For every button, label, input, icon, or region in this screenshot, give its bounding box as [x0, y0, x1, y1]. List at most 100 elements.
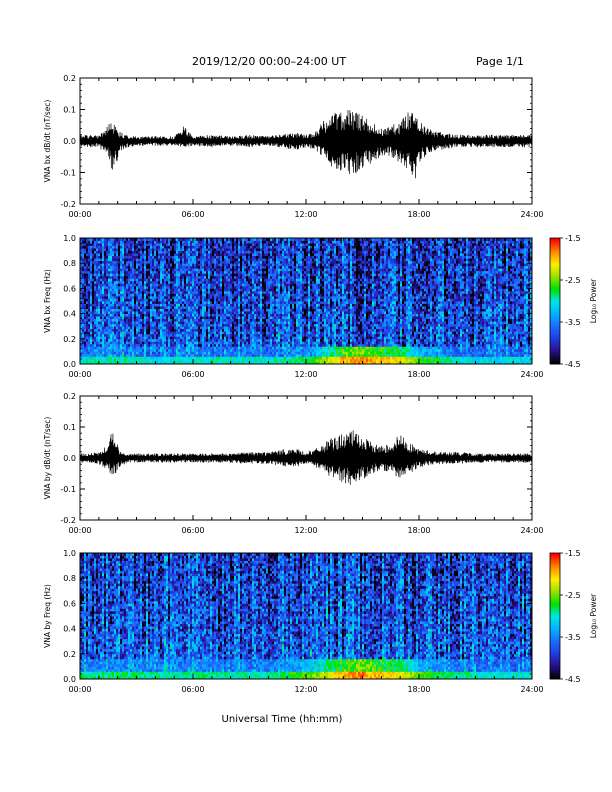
- spectrogram-cell: [86, 280, 89, 284]
- spectrogram-cell: [118, 273, 121, 277]
- spectrogram-cell: [120, 361, 123, 365]
- spectrogram-cell: [88, 270, 91, 274]
- spectrogram-cell: [106, 326, 109, 330]
- spectrogram-cell: [112, 358, 115, 362]
- spectrogram-cell: [106, 338, 109, 342]
- spectrogram-cell: [116, 270, 119, 274]
- spectrogram-cell: [116, 341, 119, 345]
- spectrogram-cell: [106, 270, 109, 274]
- spectrogram-cell: [94, 301, 97, 304]
- spectrogram-cell: [118, 275, 121, 279]
- spectrogram-cell: [118, 263, 121, 267]
- spectrogram-cell: [92, 343, 95, 347]
- spectrogram-cell: [118, 260, 121, 264]
- spectrogram-cell: [108, 316, 111, 320]
- spectrogram-cell: [98, 313, 101, 317]
- spectrogram-cell: [84, 316, 87, 320]
- spectrogram-cell: [112, 301, 115, 304]
- spectrogram-cell: [116, 338, 119, 342]
- spectrogram-cell: [112, 250, 115, 254]
- y-tick-label: -0.1: [60, 169, 76, 178]
- spectrogram-cell: [98, 268, 101, 272]
- spectrogram-cell: [106, 243, 109, 246]
- spectrogram-cell: [118, 290, 121, 294]
- spectrogram-cell: [110, 290, 113, 294]
- spectrogram-cell: [98, 278, 101, 282]
- spectrogram-cell: [114, 240, 117, 244]
- spectrogram-cell: [106, 356, 109, 360]
- spectrogram-cell: [86, 361, 89, 365]
- spectrogram-cell: [82, 343, 85, 347]
- spectrogram-cell: [80, 245, 83, 249]
- spectrogram-cell: [84, 268, 87, 272]
- spectrogram-cell: [82, 313, 85, 317]
- spectrogram-cell: [94, 326, 97, 330]
- spectrogram-cell: [102, 298, 105, 302]
- spectrogram-cell: [112, 295, 115, 299]
- spectrogram-cell: [80, 348, 83, 352]
- spectrogram-cell: [96, 260, 99, 264]
- spectrogram-cell: [108, 308, 111, 312]
- spectrogram-cell: [106, 331, 109, 335]
- spectrogram-cell: [102, 353, 105, 357]
- spectrogram-cell: [116, 308, 119, 312]
- spectrogram-cell: [110, 328, 113, 332]
- spectrogram-cell: [84, 280, 87, 284]
- spectrogram-cell: [82, 361, 85, 365]
- spectrogram-cell: [118, 243, 121, 246]
- spectrogram-cell: [94, 255, 97, 259]
- spectrogram-cell: [100, 288, 103, 292]
- spectrogram-cell: [104, 290, 107, 294]
- spectrogram-cell: [102, 343, 105, 347]
- spectrogram-cell: [106, 351, 109, 355]
- spectrogram-cell: [100, 358, 103, 362]
- spectrogram-cell: [118, 316, 121, 320]
- spectrogram-cell: [102, 253, 105, 257]
- spectrogram-cell: [118, 318, 121, 322]
- spectrogram-cell: [90, 346, 93, 350]
- spectrogram-cell: [80, 356, 83, 360]
- spectrogram-cell: [82, 358, 85, 362]
- spectrogram-cell: [84, 348, 87, 352]
- spectrogram-cell: [86, 326, 89, 330]
- spectrogram-cell: [96, 255, 99, 259]
- spectrogram-cell: [120, 273, 123, 277]
- spectrogram-cell: [114, 293, 117, 297]
- spectrogram-cell: [100, 306, 103, 309]
- spectrogram-cell: [114, 306, 117, 309]
- spectrogram-cell: [112, 346, 115, 350]
- spectrogram-cell: [124, 301, 127, 304]
- spectrogram-cell: [114, 353, 117, 357]
- spectrogram-cell: [96, 348, 99, 352]
- spectrogram-cell: [98, 301, 101, 304]
- spectrogram-cell: [92, 265, 95, 269]
- spectrogram-cell: [118, 255, 121, 259]
- spectrogram-cell: [112, 265, 115, 269]
- spectrogram-cell: [86, 255, 89, 259]
- spectrogram-cell: [96, 263, 99, 267]
- spectrogram-cell: [92, 353, 95, 357]
- spectrogram-cell: [82, 321, 85, 325]
- spectrogram-cell: [86, 293, 89, 297]
- spectrogram-cell: [116, 260, 119, 264]
- spectrogram-cell: [122, 275, 125, 279]
- spectrogram-cell: [104, 343, 107, 347]
- spectrogram-cell: [96, 290, 99, 294]
- y-tick-label: 0.1: [63, 106, 76, 115]
- spectrogram-cell: [92, 283, 95, 287]
- spectrogram-cell: [124, 328, 127, 332]
- spectrogram-cell: [108, 293, 111, 297]
- spectrogram-cell: [114, 285, 117, 289]
- spectrogram-cell: [94, 328, 97, 332]
- spectrogram-cell: [88, 333, 91, 337]
- spectrogram-cell: [108, 275, 111, 279]
- spectrogram-cell: [92, 255, 95, 259]
- spectrogram-cell: [106, 253, 109, 257]
- spectrogram-cell: [104, 351, 107, 355]
- spectrogram-cell: [110, 333, 113, 337]
- spectrogram-cell: [98, 260, 101, 264]
- spectrogram-cell: [118, 356, 121, 360]
- spectrogram-cell: [110, 341, 113, 345]
- spectrogram-cell: [92, 285, 95, 289]
- spectrogram-cell: [86, 318, 89, 322]
